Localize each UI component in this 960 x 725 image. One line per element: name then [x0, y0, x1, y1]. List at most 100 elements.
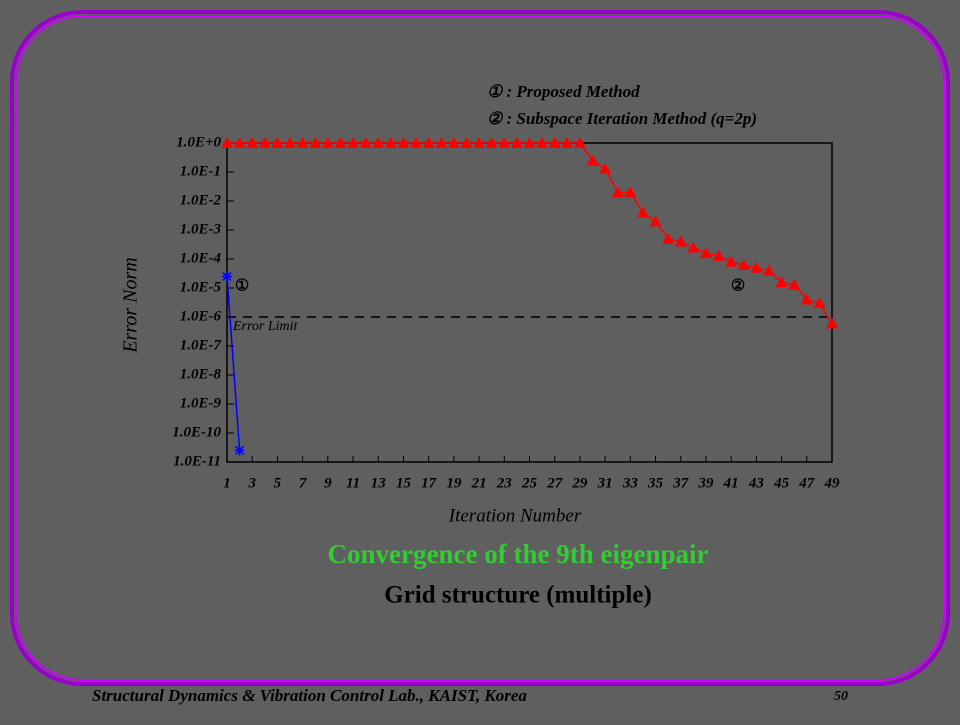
- error-limit-label: Error Limit: [232, 319, 299, 334]
- point: [750, 261, 763, 273]
- point: [485, 137, 498, 148]
- page-number: 50: [834, 689, 848, 704]
- point: [762, 264, 775, 276]
- point: [334, 137, 347, 148]
- x-tick-label: 47: [798, 475, 815, 491]
- curve-label: ②: [731, 278, 745, 295]
- point: [359, 137, 372, 148]
- x-tick-label: 19: [446, 475, 462, 491]
- point: [536, 137, 549, 148]
- chart-subtitle: Grid structure (multiple): [384, 582, 652, 609]
- y-tick-label: 1.0E+0: [176, 134, 221, 150]
- x-tick-label: 21: [471, 475, 487, 491]
- point: [435, 137, 448, 148]
- point: [410, 137, 423, 148]
- point: [271, 137, 284, 148]
- point: [460, 137, 473, 148]
- point: [233, 137, 246, 148]
- point: [775, 276, 788, 288]
- x-tick-label: 7: [299, 475, 307, 491]
- point: [221, 137, 233, 148]
- x-tick-label: 49: [824, 475, 841, 491]
- point: [473, 137, 486, 148]
- point: [321, 137, 334, 148]
- y-tick-label: 1.0E-7: [180, 337, 222, 353]
- point: [611, 186, 624, 198]
- plot-area: [226, 142, 833, 463]
- point: [687, 241, 700, 253]
- x-tick-label: 1: [223, 475, 231, 491]
- x-tick-label: 33: [622, 475, 639, 491]
- frame-inner: [15, 15, 945, 681]
- x-tick-label: 39: [697, 475, 714, 491]
- point: [573, 137, 586, 148]
- point: [372, 137, 385, 148]
- y-tick-label: 1.0E-11: [173, 453, 221, 469]
- point: [662, 232, 675, 244]
- point: [384, 137, 397, 148]
- x-tick-label: 43: [748, 475, 765, 491]
- frame: [10, 10, 950, 686]
- point: [258, 137, 271, 148]
- point: [309, 137, 322, 148]
- point: [234, 445, 245, 456]
- point: [222, 271, 232, 282]
- point: [624, 186, 637, 198]
- series-line: [227, 142, 833, 324]
- y-tick-label: 1.0E-9: [180, 395, 222, 411]
- x-tick-label: 23: [496, 475, 513, 491]
- y-tick-label: 1.0E-6: [180, 308, 222, 324]
- chart-title: Convergence of the 9th eigenpair: [328, 539, 709, 569]
- y-tick-label: 1.0E-5: [180, 279, 222, 295]
- point: [447, 137, 460, 148]
- x-tick-label: 27: [546, 475, 563, 491]
- x-tick-label: 5: [274, 475, 282, 491]
- y-axis-title: Error Norm: [120, 257, 142, 353]
- point: [498, 137, 511, 148]
- point: [699, 247, 712, 259]
- point: [737, 258, 750, 270]
- point: [800, 293, 813, 305]
- footer: Structural Dynamics & Vibration Control …: [92, 686, 527, 705]
- point: [586, 154, 599, 166]
- point: [813, 297, 826, 309]
- point: [674, 235, 687, 247]
- x-tick-label: 13: [371, 475, 387, 491]
- point: [510, 137, 523, 148]
- y-tick-label: 1.0E-8: [180, 366, 222, 382]
- point: [284, 137, 297, 148]
- x-tick-label: 31: [597, 475, 613, 491]
- series-line: [226, 276, 241, 451]
- point: [246, 137, 259, 148]
- legend-entry: ② : Subspace Iteration Method (q=2p): [487, 109, 757, 128]
- y-tick-label: 1.0E-3: [180, 221, 222, 237]
- point: [725, 255, 738, 267]
- x-tick-label: 11: [346, 475, 360, 491]
- point: [561, 137, 574, 148]
- curve-label: ①: [235, 278, 249, 295]
- point: [649, 215, 662, 227]
- y-tick-label: 1.0E-1: [180, 163, 221, 179]
- x-tick-label: 41: [723, 475, 739, 491]
- point: [712, 249, 725, 261]
- point: [422, 137, 435, 148]
- y-tick-label: 1.0E-2: [180, 192, 222, 208]
- x-tick-label: 9: [324, 475, 332, 491]
- x-tick-label: 45: [773, 475, 790, 491]
- point: [347, 137, 360, 148]
- x-tick-label: 29: [571, 475, 588, 491]
- x-tick-label: 25: [521, 475, 538, 491]
- point: [523, 137, 536, 148]
- x-axis-title: Iteration Number: [448, 505, 582, 526]
- point: [636, 206, 649, 218]
- point: [788, 278, 801, 290]
- point: [296, 137, 309, 148]
- x-tick-label: 3: [247, 475, 256, 491]
- x-tick-label: 15: [396, 475, 412, 491]
- point: [599, 162, 612, 174]
- y-tick-label: 1.0E-4: [180, 250, 222, 266]
- x-tick-label: 17: [421, 475, 437, 491]
- y-tick-label: 1.0E-10: [172, 424, 221, 440]
- point: [397, 137, 410, 148]
